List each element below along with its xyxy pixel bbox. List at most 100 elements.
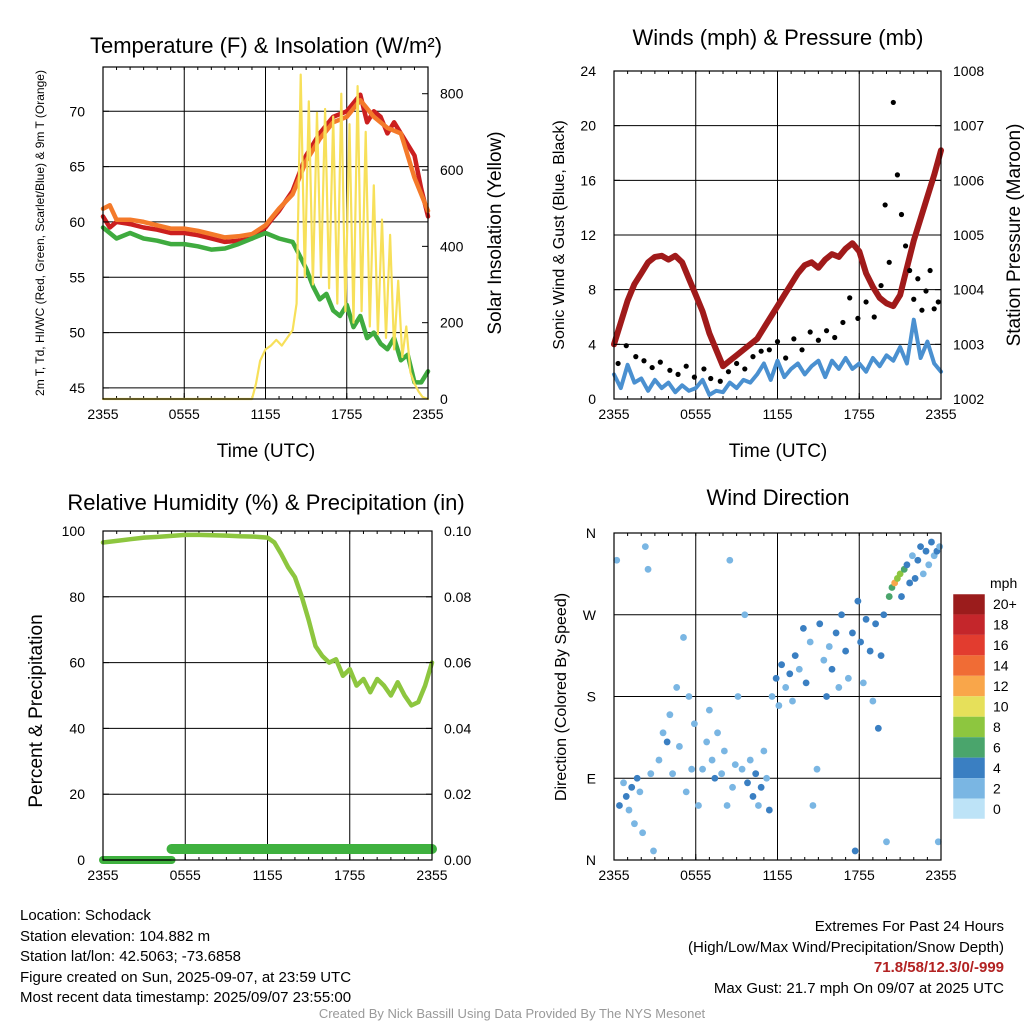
gust-point <box>783 355 789 361</box>
gust-point <box>708 375 714 382</box>
direction-point <box>673 684 681 691</box>
colorbar-label: 10 <box>993 699 1009 715</box>
direction-point <box>869 697 877 705</box>
gust-point <box>649 364 655 371</box>
direction-point <box>862 615 870 623</box>
direction-point <box>699 765 706 773</box>
colorbar-swatch <box>953 798 985 819</box>
extremes-subtitle: (High/Low/Max Wind/Precipitation/Snow De… <box>688 938 1004 956</box>
direction-point <box>795 665 803 673</box>
x-tick-label: 2355 <box>925 406 956 422</box>
gust-point <box>919 307 925 313</box>
direction-point <box>680 634 687 641</box>
gust-point <box>907 267 913 274</box>
figure-created: Figure created on Sun, 2025-09-07, at 23… <box>20 968 352 986</box>
gust-point <box>701 366 707 372</box>
direction-point <box>731 761 739 769</box>
gust-point <box>923 288 929 294</box>
colorbar-label: 14 <box>993 658 1009 674</box>
direction-point <box>633 774 641 782</box>
direction-point <box>936 543 944 551</box>
x-axis-label: Time (UTC) <box>217 441 316 462</box>
y-tick-label: 100 <box>62 523 86 539</box>
colorbar-label: 20+ <box>993 596 1017 612</box>
y-tick-label: E <box>587 770 596 786</box>
colorbar-label: 18 <box>993 617 1009 633</box>
direction-point <box>718 770 726 778</box>
colorbar-swatch <box>953 716 985 738</box>
direction-point <box>802 679 810 687</box>
winds-panel: 2355 0555 1155 1755 235504812162024100210031… <box>551 25 1024 462</box>
direction-point <box>919 570 927 578</box>
direction-point <box>729 783 736 791</box>
direction-point <box>752 770 760 778</box>
direction-point <box>877 652 885 660</box>
gust-point <box>915 276 921 282</box>
recent-data-timestamp: Most recent data timestamp: 2025/09/07 2… <box>20 989 352 1006</box>
y2-tick-label: 1004 <box>953 282 984 298</box>
gust-point <box>935 299 941 305</box>
y-axis-label: 2m T, Td, HI/WC (Red, Green, Scarlet/Blu… <box>33 70 47 396</box>
max-gust: Max Gust: 21.7 mph On 09/07 at 2025 UTC <box>713 979 1004 997</box>
y-tick-label: 24 <box>580 63 596 79</box>
direction-point <box>763 774 770 782</box>
direction-point <box>723 802 731 809</box>
gust-point <box>931 306 937 312</box>
direction-point <box>806 638 814 646</box>
y-tick-label: 60 <box>69 214 85 230</box>
direction-point <box>786 670 794 678</box>
direction-point <box>714 729 721 737</box>
gust-point <box>890 99 896 106</box>
y2-tick-label: 1006 <box>953 172 984 188</box>
y-axis-label: Sonic Wind & Gust (Blue, Black) <box>551 120 568 349</box>
direction-point <box>734 693 742 700</box>
direction-point <box>911 575 919 582</box>
gust-point <box>815 337 821 343</box>
direction-point <box>708 756 716 764</box>
pressure-line <box>611 147 944 370</box>
series-line-1 <box>100 97 431 240</box>
x-tick-label: 1155 <box>252 867 282 883</box>
gust-point <box>766 347 772 353</box>
direction-point <box>922 547 930 555</box>
y-tick-label: 8 <box>588 282 596 298</box>
direction-point <box>903 561 911 569</box>
direction-point <box>883 838 890 846</box>
chart-title: Wind Direction <box>706 485 849 510</box>
direction-point <box>778 661 785 669</box>
gust-point <box>840 319 846 326</box>
gust-point <box>774 339 781 345</box>
direction-point <box>613 556 621 564</box>
direction-point <box>782 684 790 691</box>
colorbar-label: 12 <box>993 678 1009 694</box>
gust-point <box>750 354 756 360</box>
y2-axis-label: Solar Insolation (Yellow) <box>485 131 506 334</box>
x-tick-label: 1755 <box>844 406 875 422</box>
gust-point <box>667 367 673 373</box>
y2-tick-label: 1008 <box>953 63 984 79</box>
gust-point <box>799 347 805 353</box>
y-axis-label: Direction (Colored By Speed) <box>553 593 570 801</box>
direction-point <box>851 847 859 855</box>
plot-frame <box>102 530 433 861</box>
station-elevation: Station elevation: 104.882 m <box>20 927 211 945</box>
humidity-panel: 2355 0555 1155 1755 23550204060801000.000.02… <box>26 490 471 883</box>
gust-point <box>691 374 697 380</box>
direction-point <box>906 579 914 587</box>
direction-point <box>872 620 879 628</box>
direction-point <box>639 829 647 837</box>
x-tick-label: 0555 <box>170 867 201 883</box>
station-info: Location: Schodack Station elevation: 10… <box>20 906 351 1009</box>
temperature-panel: 2355 0555 1155 1755 235545505560657002004006… <box>33 33 506 462</box>
direction-point <box>791 652 799 660</box>
x-tick-label: 2355 <box>87 867 118 883</box>
y-tick-label: 20 <box>69 786 85 802</box>
gust-point <box>882 202 888 208</box>
direction-point <box>772 674 780 682</box>
gust-point <box>734 360 740 367</box>
direction-point <box>622 793 630 800</box>
direction-point <box>720 747 728 755</box>
gust-point <box>807 329 813 335</box>
y-tick-label: 12 <box>580 227 596 243</box>
gust-point <box>725 369 732 375</box>
